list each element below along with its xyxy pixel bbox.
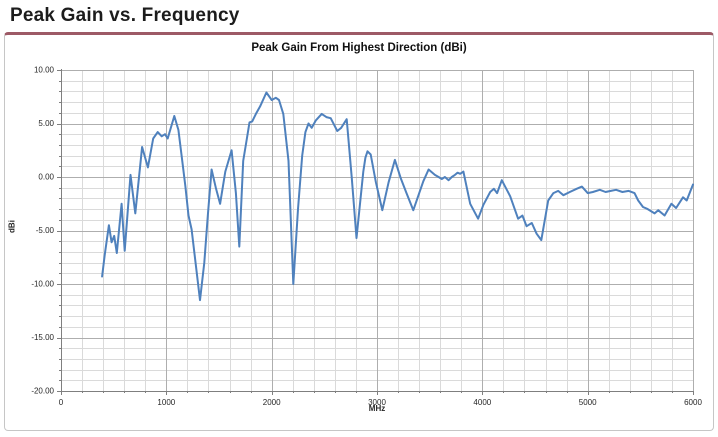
chart-title: Peak Gain From Highest Direction (dBi)	[251, 42, 467, 54]
x-tick-label: 4000	[473, 398, 491, 407]
major-gridlines	[61, 70, 694, 392]
x-tick-label: 6000	[684, 398, 702, 407]
y-tick-label: -10.00	[31, 280, 54, 289]
x-tick-label: 3000	[368, 398, 386, 407]
tick-labels: 10.00 5.00 0.00 -5.00 -10.00 -15.00 -20.00 0 100…	[31, 66, 702, 408]
y-tick-label: -15.00	[31, 333, 54, 342]
peak-gain-series-line	[101, 91, 694, 302]
x-tick-label: 5000	[579, 398, 597, 407]
y-axis-title: dBi	[7, 220, 17, 233]
y-tick-label: -20.00	[31, 387, 54, 396]
y-tick-label: 10.00	[34, 66, 55, 75]
y-tick-label: 0.00	[38, 173, 54, 182]
axis-lines-and-ticks	[57, 69, 694, 395]
y-tick-label: -5.00	[36, 226, 55, 235]
y-tick-label: 5.00	[38, 119, 54, 128]
x-tick-label: 1000	[157, 398, 175, 407]
x-tick-label: 2000	[263, 398, 281, 407]
x-axis-title: MHz	[368, 404, 386, 413]
page-title: Peak Gain vs. Frequency	[10, 5, 240, 26]
x-tick-label: 0	[59, 398, 64, 407]
